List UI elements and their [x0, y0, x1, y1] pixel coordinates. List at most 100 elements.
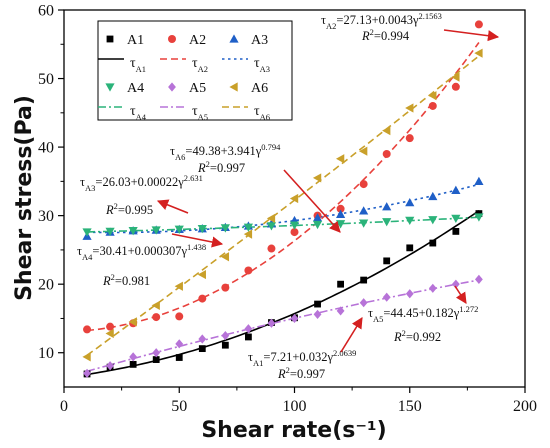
x-tick-label: 200 — [513, 398, 537, 415]
fit-equation-a6: τA6=49.38+3.941γ0.794 — [170, 142, 281, 162]
point-a6 — [382, 126, 391, 136]
legend-label-a5: A5 — [189, 81, 206, 96]
fit-equation-a4: τA4=30.41+0.000307γ1.438 — [77, 242, 206, 262]
point-a4 — [359, 219, 369, 228]
annotation-arrow-a3 — [156, 199, 189, 214]
point-a4 — [405, 216, 415, 226]
point-a6 — [289, 193, 299, 204]
point-a2 — [244, 266, 253, 275]
point-a4 — [289, 221, 300, 230]
point-a3 — [405, 198, 415, 207]
point-a5 — [451, 279, 460, 289]
point-a4 — [266, 222, 277, 231]
point-a4 — [197, 224, 207, 234]
point-a2 — [451, 82, 460, 91]
point-a1 — [314, 300, 321, 308]
point-a3 — [474, 176, 484, 186]
legend-label-a6: A6 — [251, 81, 268, 96]
fit-annotations: τA1=7.21+0.032γ2.0639R2=0.997τA2=27.13+0… — [77, 11, 500, 381]
point-a6 — [220, 252, 230, 262]
point-a3 — [451, 185, 461, 194]
point-a1 — [383, 257, 391, 265]
point-a5 — [106, 361, 115, 371]
x-tick-label: 100 — [283, 398, 307, 415]
point-a6 — [428, 91, 437, 101]
y-tick-label: 40 — [38, 140, 54, 157]
point-a2 — [152, 313, 161, 322]
point-a1 — [406, 244, 414, 252]
point-a6 — [312, 173, 322, 183]
point-a6 — [266, 213, 276, 223]
legend-label-a1: A1 — [127, 33, 144, 48]
point-a6 — [405, 103, 414, 113]
point-a2 — [405, 134, 414, 143]
point-a1 — [452, 228, 460, 235]
point-a6 — [336, 154, 345, 164]
point-a3 — [382, 202, 392, 211]
legend-box — [97, 20, 293, 121]
point-a5 — [175, 339, 184, 349]
point-a1 — [245, 333, 252, 341]
point-a6 — [82, 352, 91, 362]
point-a5 — [198, 334, 207, 344]
point-a6 — [451, 72, 460, 82]
point-a6 — [128, 317, 137, 327]
point-a5 — [405, 289, 414, 299]
point-a5 — [152, 348, 161, 358]
legend-label-a2: A2 — [189, 33, 206, 48]
point-a2 — [106, 322, 115, 331]
point-a6 — [197, 269, 206, 280]
point-a1 — [337, 280, 344, 288]
legend: A1 τA1 A2 τA2 A3 τA3 A4 τA4 A5 τA5 A6 τA6 — [97, 20, 293, 122]
x-tick-label: 0 — [60, 398, 68, 415]
annotation-arrow-a2 — [443, 29, 500, 42]
point-a2 — [382, 149, 391, 158]
data-points — [82, 20, 484, 378]
point-a2 — [290, 228, 299, 237]
legend-marker-a1 — [106, 35, 114, 43]
point-a6 — [105, 328, 114, 339]
point-a2 — [175, 312, 184, 321]
point-a5 — [83, 368, 91, 378]
legend-marker-a5 — [168, 82, 176, 92]
fit-equation-a1: τA1=7.21+0.032γ2.0639 — [248, 348, 356, 368]
annotation-arrow-a1 — [340, 317, 363, 353]
point-a5 — [129, 352, 138, 362]
point-a6 — [243, 229, 253, 239]
fit-equation-a5: τA5=44.45+0.182γ1.272 — [368, 304, 478, 324]
point-a5 — [336, 306, 345, 316]
y-tick-label: 60 — [38, 3, 54, 20]
point-a4 — [105, 227, 115, 237]
legend-label-a3: A3 — [251, 33, 268, 48]
point-a2 — [83, 325, 92, 334]
point-a5 — [359, 298, 368, 308]
point-a1 — [198, 345, 206, 353]
legend-marker-a6 — [229, 82, 238, 92]
point-a2 — [359, 180, 368, 189]
point-a6 — [474, 48, 483, 58]
fit-r2-a5: R2=0.992 — [393, 328, 441, 344]
point-a3 — [359, 206, 369, 215]
point-a4 — [382, 218, 392, 227]
point-a1 — [360, 276, 368, 284]
annotation-arrow-a5 — [454, 285, 467, 304]
point-a5 — [267, 318, 276, 328]
point-a2 — [336, 204, 345, 213]
x-axis-label: Shear rate(s⁻¹) — [201, 418, 386, 443]
point-a5 — [382, 292, 391, 302]
point-a5 — [428, 283, 437, 293]
point-a1 — [152, 356, 160, 363]
point-a2 — [474, 20, 483, 29]
point-a4 — [243, 223, 253, 232]
legend-marker-a2 — [168, 35, 176, 43]
point-a4 — [312, 220, 323, 230]
point-a4 — [474, 213, 484, 222]
point-a2 — [267, 244, 276, 253]
point-a3 — [312, 213, 323, 222]
fit-equation-a2: τA2=27.13+0.0043γ2.1563 — [321, 11, 442, 31]
point-a2 — [198, 294, 207, 303]
point-a6 — [174, 281, 183, 291]
annotation-arrow-a4 — [171, 233, 224, 248]
point-a5 — [474, 274, 483, 284]
y-axis-label: Shear stress(Pa) — [12, 95, 37, 301]
